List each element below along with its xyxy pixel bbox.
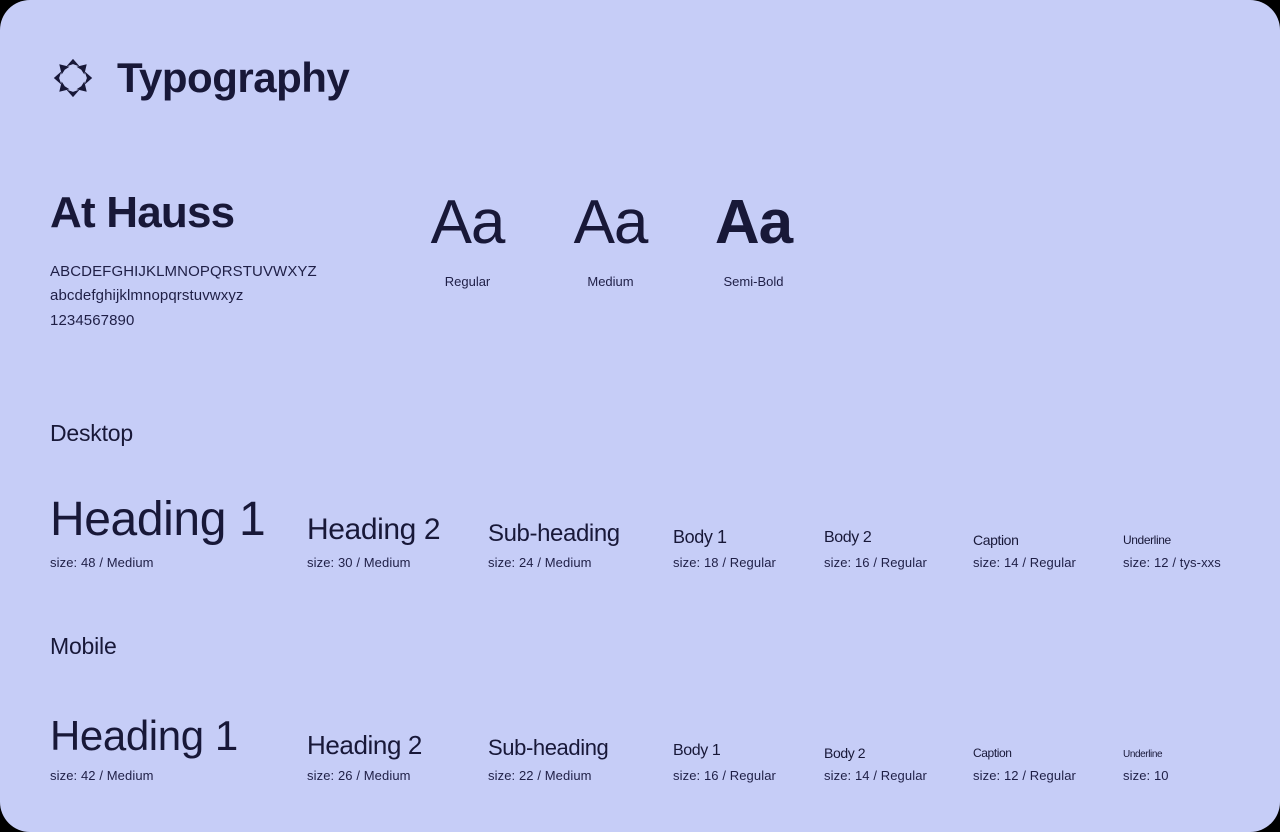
type-style-spec: size: 10 [1123,767,1169,783]
weight-specimen-regular: Aa Regular [396,188,539,290]
type-style-spec: size: 22 / Medium [488,767,592,783]
type-style-sample: Underline [1123,749,1163,761]
section-heading-desktop: Desktop [50,420,133,446]
type-style-body-1: Body 1 size: 16 / Regular [673,742,776,782]
type-style-spec: size: 24 / Medium [488,554,592,570]
eight-point-star-icon [50,55,96,101]
weight-sample-glyphs: Aa [714,188,793,257]
type-style-sample: Caption [973,531,1019,548]
weight-sample-glyphs: Aa [573,188,649,257]
desktop-scale-row: Heading 1 size: 48 / Medium Heading 2 si… [50,480,1240,570]
charset-lowercase: abcdefghijklmnopqrstuvwxyz [50,287,244,305]
type-style-sample: Body 2 [824,744,866,761]
type-style-body-2: Body 2 size: 16 / Regular [824,529,927,569]
font-family-name: At Hauss [50,188,235,237]
type-style-sample: Heading 1 [50,712,238,760]
type-style-spec: size: 12 / tys-xxs [1123,554,1221,570]
type-style-underline: Underline size: 12 / tys-xxs [1123,532,1221,570]
type-style-sample: Heading 2 [307,513,441,547]
desktop-type-scale: Desktop Heading 1 size: 48 / Medium Head… [50,420,1240,570]
type-style-spec: size: 48 / Medium [50,554,154,570]
type-style-sample: Body 2 [824,529,872,547]
type-style-sample: Heading 2 [307,729,422,760]
type-style-sample: Body 1 [673,742,721,760]
type-style-spec: size: 42 / Medium [50,767,154,783]
type-style-heading-2: Heading 2 size: 30 / Medium [307,513,441,570]
type-style-body-2: Body 2 size: 14 / Regular [824,745,927,783]
type-style-sample: Sub-heading [488,735,609,761]
type-style-heading-2: Heading 2 size: 26 / Medium [307,729,422,783]
charset-numerals: 1234567890 [50,311,135,329]
section-heading-mobile: Mobile [50,633,117,659]
weight-specimen-semi-bold: Aa Semi-Bold [682,188,825,290]
weight-label: Medium [587,274,634,289]
type-style-spec: size: 18 / Regular [673,554,776,570]
weight-sample-glyphs: Aa [430,188,506,257]
charset-uppercase: ABCDEFGHIJKLMNOPQRSTUVWXYZ [50,263,317,281]
weight-specimen-medium: Aa Medium [539,188,682,290]
type-style-spec: size: 16 / Regular [824,554,927,570]
type-style-heading-1: Heading 1 size: 42 / Medium [50,712,238,782]
character-set: ABCDEFGHIJKLMNOPQRSTUVWXYZ abcdefghijklm… [50,260,380,333]
type-style-heading-1: Heading 1 size: 48 / Medium [50,492,266,570]
weight-label: Semi-Bold [723,274,784,289]
type-style-caption: Caption size: 14 / Regular [973,532,1076,570]
type-style-sub-heading: Sub-heading size: 24 / Medium [488,520,620,570]
type-style-spec: size: 30 / Medium [307,554,411,570]
type-style-spec: size: 26 / Medium [307,767,411,783]
mobile-scale-row: Heading 1 size: 42 / Medium Heading 2 si… [50,693,1240,783]
type-style-spec: size: 12 / Regular [973,767,1076,783]
type-style-underline: Underline size: 10 [1123,749,1169,783]
type-style-spec: size: 14 / Regular [824,767,927,783]
type-style-caption: Caption size: 12 / Regular [973,745,1076,783]
type-style-sample: Heading 1 [50,493,266,547]
type-style-sample: Body 1 [673,526,727,547]
font-family-block: At Hauss ABCDEFGHIJKLMNOPQRSTUVWXYZ abcd… [50,188,380,333]
font-weight-specimens: Aa Regular Aa Medium Aa Semi-Bold [396,188,825,290]
page-title: Typography [117,54,350,101]
mobile-type-scale: Mobile Heading 1 size: 42 / Medium Headi… [50,633,1240,783]
type-style-spec: size: 16 / Regular [673,767,776,783]
weight-label: Regular [444,274,491,289]
type-style-spec: size: 14 / Regular [973,554,1076,570]
type-style-sample: Caption [973,745,1012,760]
type-style-sub-heading: Sub-heading size: 22 / Medium [488,735,609,783]
type-style-body-1: Body 1 size: 18 / Regular [673,527,776,570]
page-header: Typography [50,54,350,101]
type-style-sample: Sub-heading [488,520,620,547]
type-style-sample: Underline [1123,532,1171,547]
